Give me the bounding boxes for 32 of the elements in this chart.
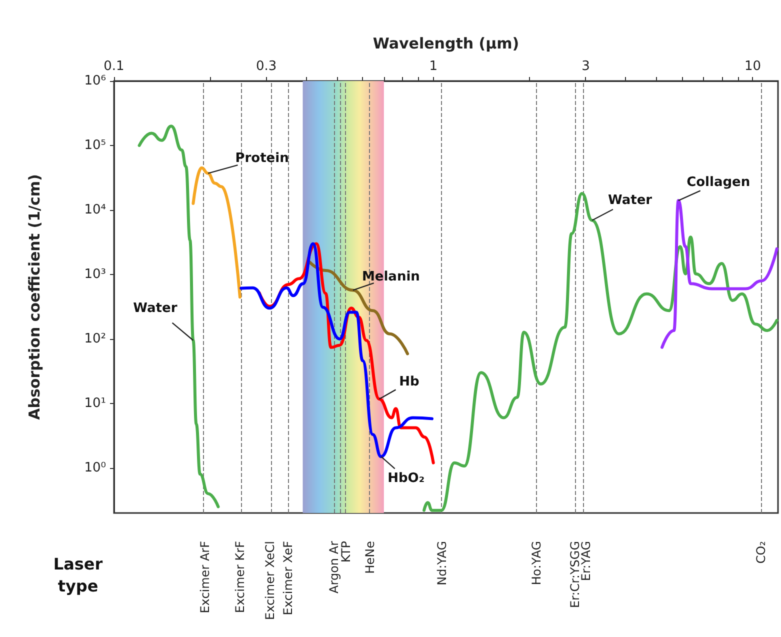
x-axis-title: Wavelength (µm) — [372, 34, 520, 52]
text: Laser type — [53, 554, 103, 596]
x-tick-label: 10 — [744, 59, 761, 74]
series-label: Melanin — [362, 270, 420, 285]
ref-line-label: KTP — [338, 541, 353, 563]
ref-line-label: Argon Ar — [326, 540, 341, 594]
ref-line-label: Excimer XeF — [281, 540, 296, 616]
series-label: Protein — [235, 150, 289, 166]
ref-line-label: HeNe — [362, 541, 377, 574]
y-tick-label: 10¹ — [84, 396, 106, 411]
ref-line-label: Nd:YAG — [434, 541, 449, 586]
ref-line-label: Excimer ArF — [198, 540, 212, 614]
y-tick-label: 10³ — [84, 266, 106, 282]
y-tick-label: 10⁵ — [84, 138, 106, 153]
y-tick-label: 10⁴ — [84, 202, 106, 218]
y-tick-label: 10⁶ — [84, 74, 106, 88]
series-label: Collagen — [686, 175, 750, 190]
y-axis-title: Absorption coefficient (1/cm) — [26, 174, 44, 420]
x-tick-label: 0.3 — [256, 59, 277, 74]
ref-line-label: Ho:YAG — [529, 541, 544, 586]
ref-line-label: Excimer XeCl — [263, 541, 278, 620]
series-label: Hb — [399, 374, 420, 390]
x-tick-label: 1 — [429, 59, 438, 74]
series-label: HbO₂ — [388, 471, 425, 486]
x-tick-label: 0.1 — [104, 59, 124, 74]
ref-line-label: CO₂ — [754, 540, 768, 564]
ref-line-label: Excimer KrF — [232, 540, 247, 613]
series-label: Water — [608, 192, 653, 208]
x-tick-label: 3 — [582, 59, 590, 74]
y-tick-label: 10⁰ — [84, 460, 106, 476]
series-label: Water — [133, 300, 178, 316]
y-tick-label: 10² — [84, 331, 106, 346]
